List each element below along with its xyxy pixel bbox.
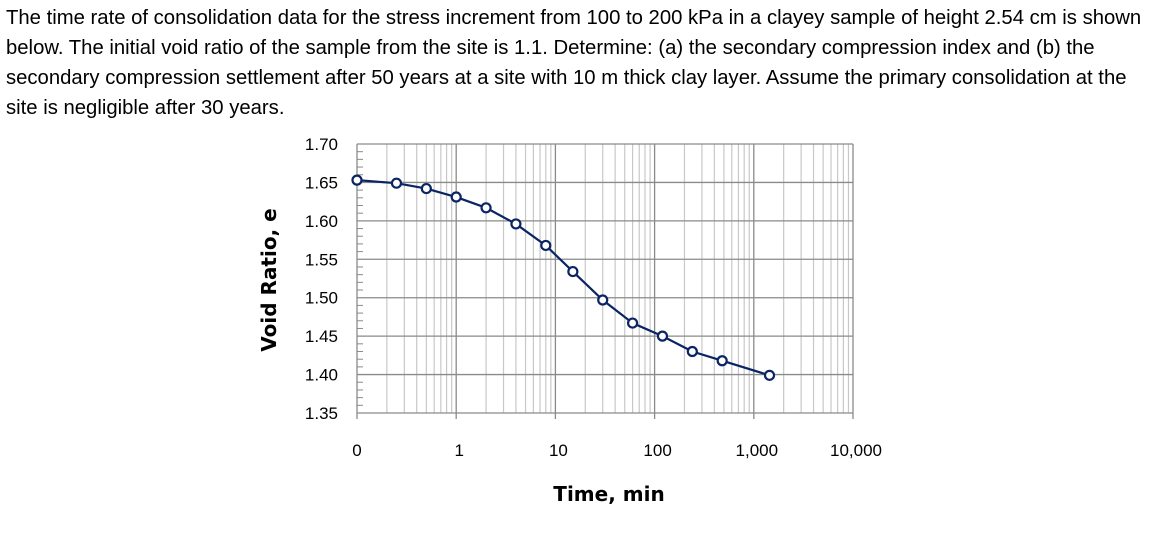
data-point: [390, 177, 403, 189]
data-point: [626, 317, 639, 329]
x-tick-label: 10,000: [830, 441, 882, 460]
series-line: [356, 179, 770, 377]
grid: [356, 143, 854, 419]
y-tick-label: 1.65: [305, 173, 338, 192]
x-tick-labels: 0 1 10 100 1,000 10,000: [352, 441, 882, 460]
data-point: [686, 345, 698, 358]
data-point: [716, 355, 728, 367]
data-point: [540, 239, 552, 252]
data-point: [480, 202, 492, 214]
data-point: [567, 265, 579, 278]
x-tick-label: 100: [643, 441, 671, 460]
y-tick-label: 1.35: [305, 404, 338, 423]
x-tick-label: 1: [454, 441, 463, 460]
problem-statement: The time rate of consolidation data for …: [6, 7, 1142, 119]
x-tick-label: 1,000: [736, 441, 779, 460]
y-tick-label: 1.50: [305, 289, 338, 308]
data-point: [510, 218, 522, 230]
y-axis-title: Void Ratio, e: [257, 208, 281, 351]
x-tick-label: 10: [549, 441, 568, 460]
y-tick-labels: 1.70 1.65 1.60 1.55 1.50 1.45 1.40 1.35: [305, 135, 338, 423]
x-axis-title: Time, min: [553, 482, 664, 506]
y-tick-label: 1.60: [305, 212, 338, 231]
y-tick-label: 1.70: [305, 135, 338, 154]
data-point: [656, 330, 669, 342]
data-point: [597, 294, 609, 306]
data-point: [420, 182, 432, 195]
y-tick-label: 1.45: [305, 327, 338, 346]
data-point: [450, 191, 462, 203]
y-tick-label: 1.55: [305, 250, 338, 269]
x-tick-label: 0: [352, 441, 361, 460]
y-tick-label: 1.40: [305, 366, 338, 385]
data-point: [351, 174, 363, 186]
series: [351, 174, 776, 381]
data-point: [763, 369, 776, 381]
